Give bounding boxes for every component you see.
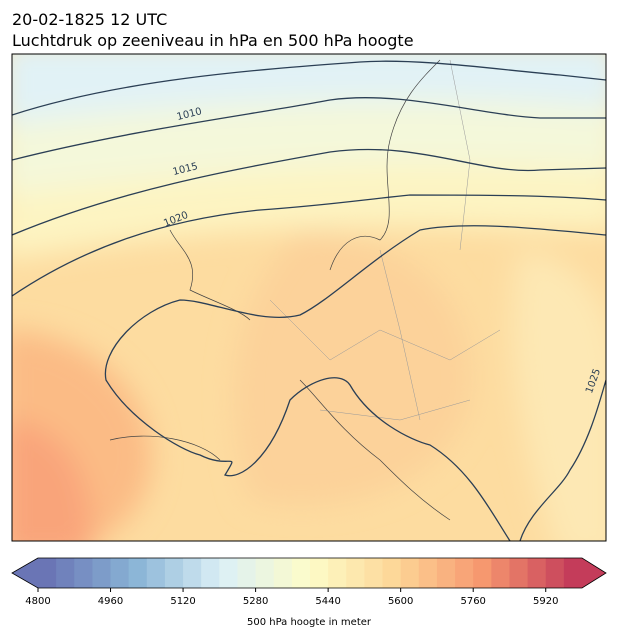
colorbar-segment [146,558,166,588]
colorbar-segment [527,558,547,588]
colorbar-segment [291,558,311,588]
colorbar: 4800 4960 5120 5280 5440 5600 5760 5920 [11,557,607,607]
colorbar-segment [364,558,384,588]
colorbar-tick-label: 4800 [25,596,50,607]
colorbar-segment [110,558,130,588]
colorbar-segment [183,558,202,588]
colorbar-segment [128,558,148,588]
colorbar-tick-label: 5760 [460,596,485,607]
colorbar-segment [310,558,329,588]
map-frame [11,53,607,542]
colorbar-segment [164,558,184,588]
colorbar-tick-label: 5600 [388,596,413,607]
colorbar-frame [11,557,607,589]
colorbar-segment [509,558,529,588]
map-title: Luchtdruk op zeeniveau in hPa en 500 hPa… [12,31,414,50]
colorbar-segment [201,558,220,588]
colorbar-label: 500 hPa hoogte in meter [247,617,372,628]
colorbar-segment [545,558,565,588]
colorbar-tick-label: 4960 [98,596,123,607]
colorbar-segment [382,558,402,588]
colorbar-segment [92,558,112,588]
colorbar-extend-low [12,558,38,588]
colorbar-segment [436,558,456,588]
colorbar-segment [400,558,420,588]
colorbar-segment [418,558,438,588]
date-title: 20-02-1825 12 UTC [12,10,167,29]
colorbar-segment [563,558,583,588]
colorbar-segment [255,558,275,588]
colorbar-segment [473,558,492,588]
colorbar-segment [346,558,365,588]
map: 1010 1015 1020 1025 [12,54,606,541]
colorbar-tick-label: 5920 [533,596,558,607]
colorbar-segment [219,558,238,588]
colorbar-extend-high [582,558,606,588]
colorbar-segment [491,558,510,588]
colorbar-segment [328,558,347,588]
colorbar-segment [56,558,75,588]
colorbar-tick-label: 5440 [315,596,340,607]
colorbar-tick-label: 5280 [243,596,268,607]
colorbar-segment [455,558,474,588]
colorbar-segment [74,558,93,588]
colorbar-tick-label: 5120 [170,596,195,607]
colorbar-segment [38,558,57,588]
colorbar-segment [273,558,293,588]
colorbar-segment [237,558,257,588]
